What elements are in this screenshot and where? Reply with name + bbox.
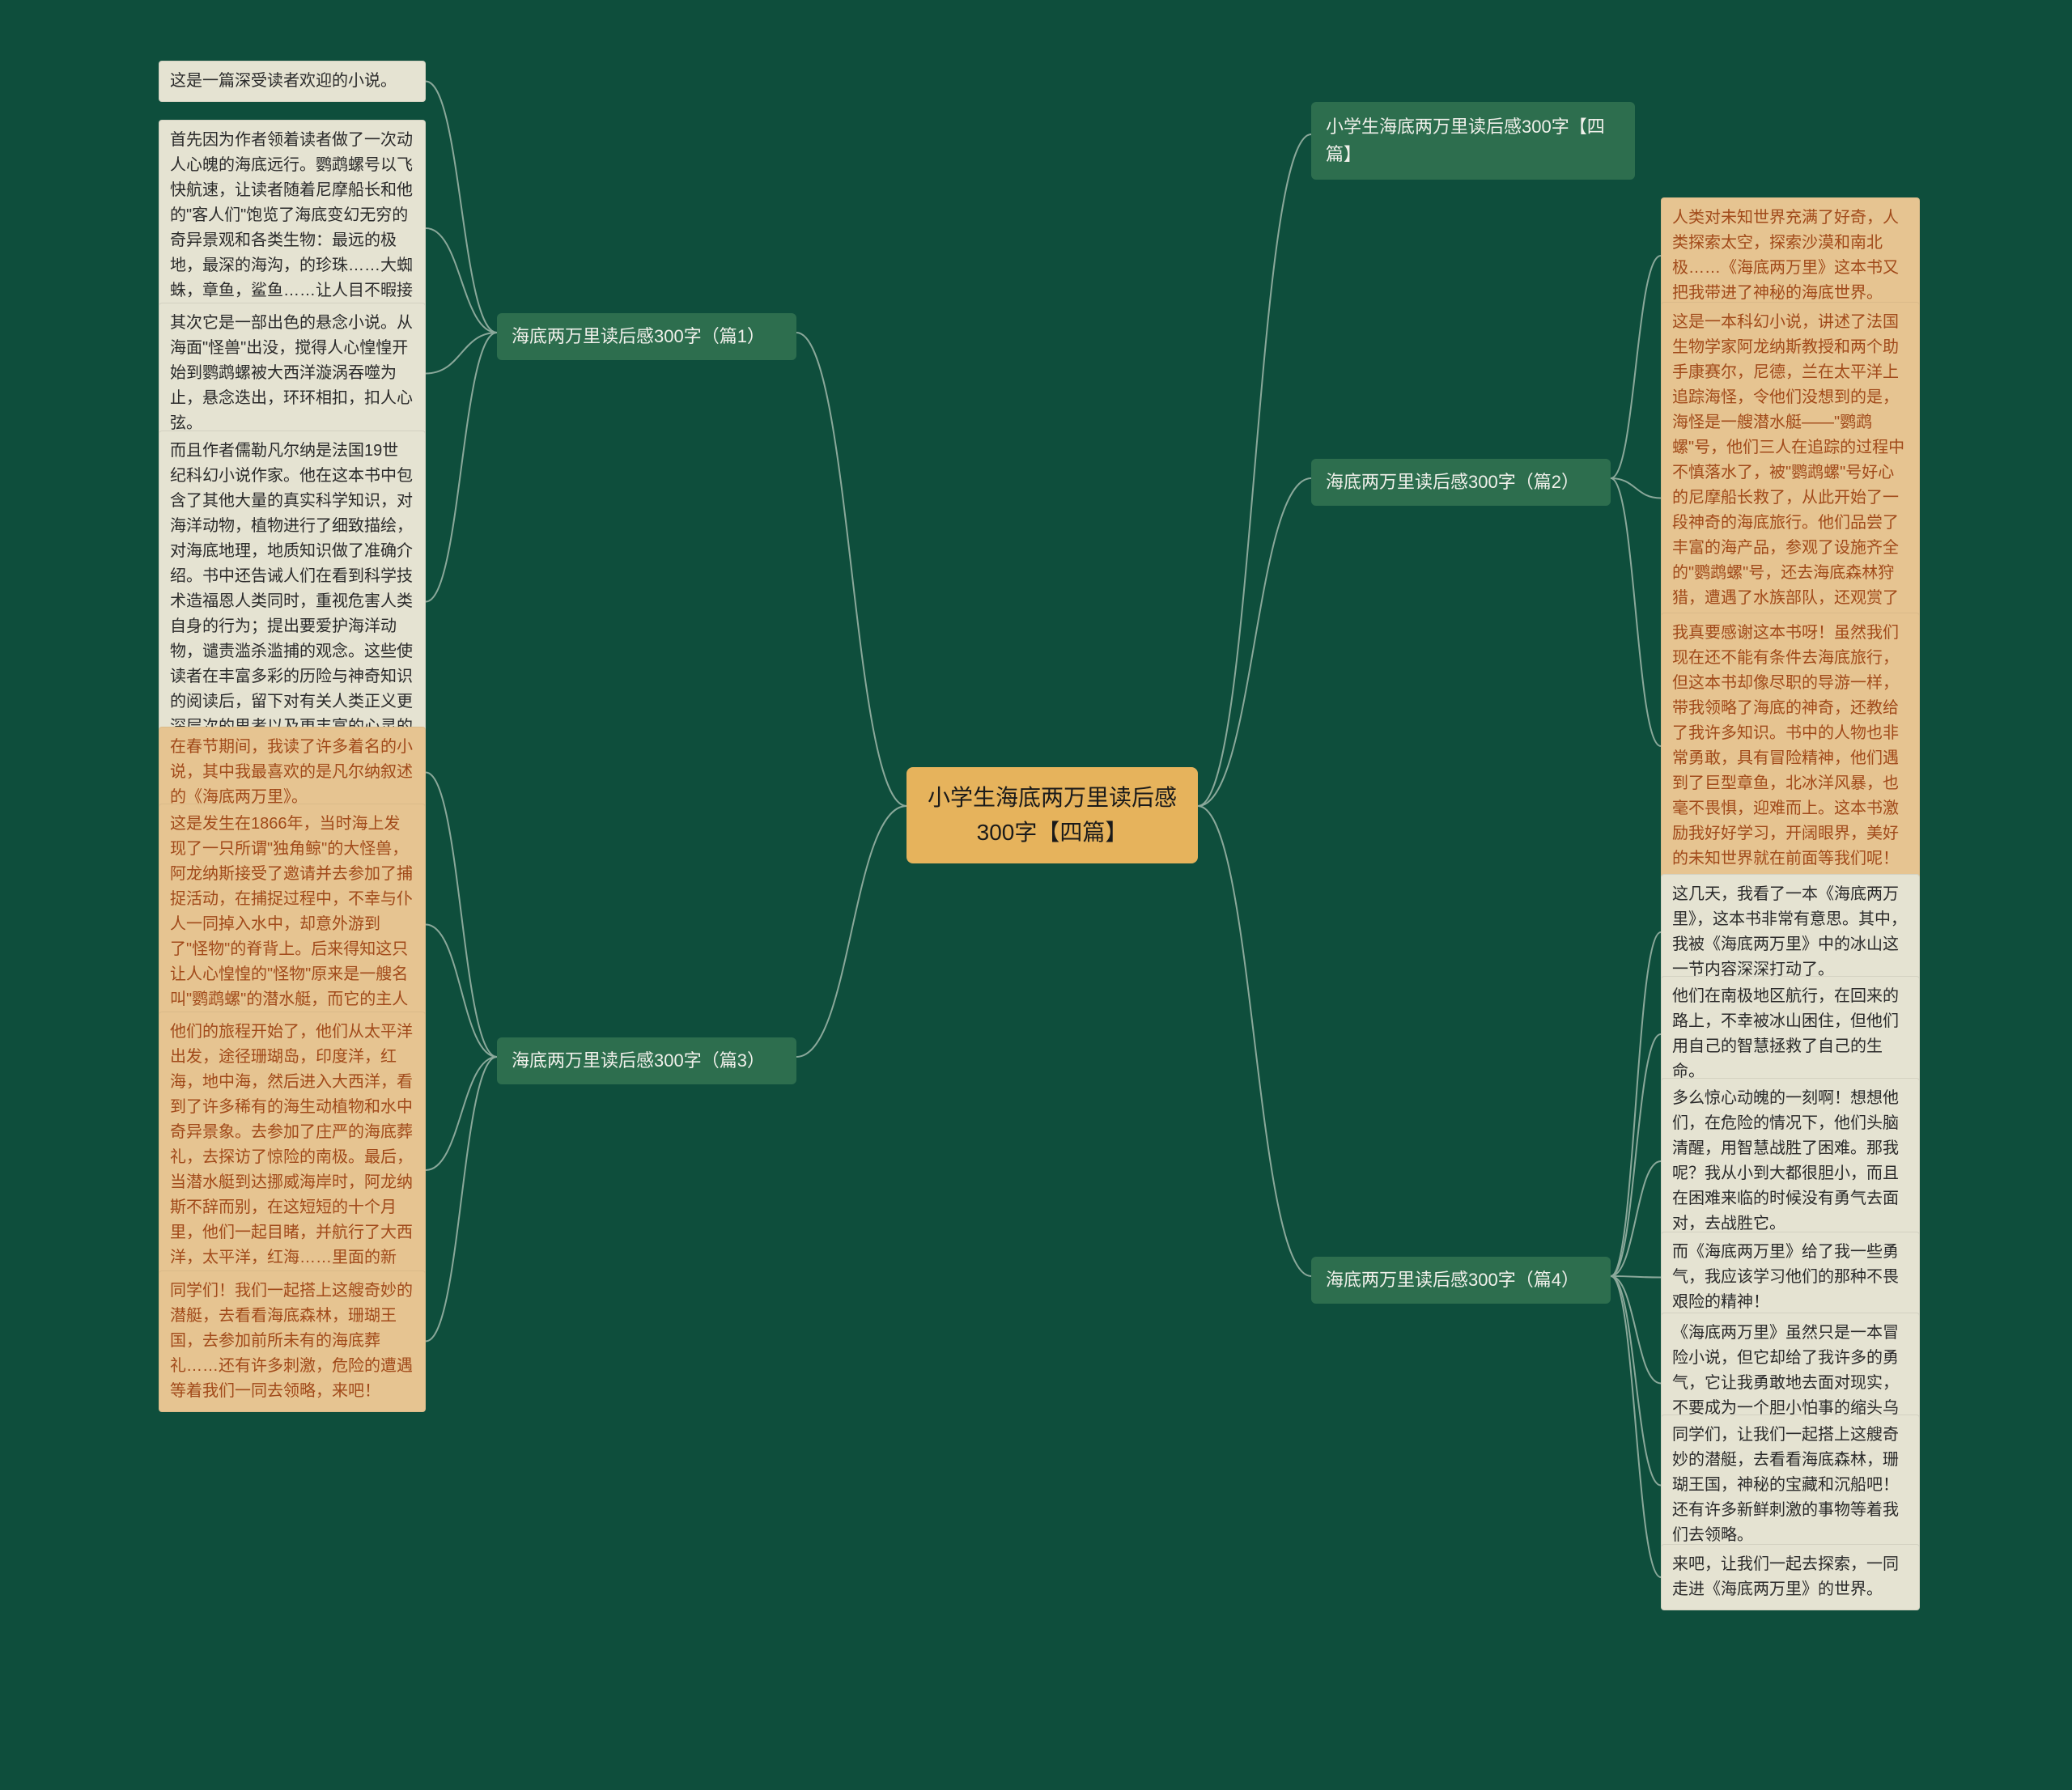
right-branch-1: 海底两万里读后感300字（篇4） xyxy=(1311,1257,1611,1304)
right-leaf-1-2: 多么惊心动魄的一刻啊！想想他们，在危险的情况下，他们头脑清醒，用智慧战胜了困难。… xyxy=(1661,1078,1920,1245)
left-leaf-1-1: 这是发生在1866年，当时海上发现了一只所谓"独角鲸"的大怪兽，阿龙纳斯接受了邀… xyxy=(159,804,426,1046)
right-branch-0: 海底两万里读后感300字（篇2） xyxy=(1311,459,1611,506)
right-leaf-0-0: 人类对未知世界充满了好奇，人类探索太空，探索沙漠和南北极……《海底两万里》这本书… xyxy=(1661,197,1920,314)
right-leaf-1-5: 同学们，让我们一起搭上这艘奇妙的潜艇，去看看海底森林，珊瑚王国，神秘的宝藏和沉船… xyxy=(1661,1415,1920,1556)
right-leaf-1-6: 来吧，让我们一起去探索，一同走进《海底两万里》的世界。 xyxy=(1661,1544,1920,1610)
left-branch-1: 海底两万里读后感300字（篇3） xyxy=(497,1037,796,1084)
right-leaf-1-1: 他们在南极地区航行，在回来的路上，不幸被冰山困住，但他们用自己的智慧拯救了自己的… xyxy=(1661,976,1920,1092)
left-leaf-0-2: 其次它是一部出色的悬念小说。从海面"怪兽"出没，搅得人心惶惶开始到鹦鹉螺被大西洋… xyxy=(159,303,426,444)
right-leaf-1-0: 这几天，我看了一本《海底两万里》，这本书非常有意思。其中，我被《海底两万里》中的… xyxy=(1661,874,1920,990)
left-branch-0: 海底两万里读后感300字（篇1） xyxy=(497,313,796,360)
right-leaf-0-2: 我真要感谢这本书呀！虽然我们现在还不能有条件去海底旅行，但这本书却像尽职的导游一… xyxy=(1661,613,1920,880)
right-title-node: 小学生海底两万里读后感300字【四篇】 xyxy=(1311,102,1635,180)
left-leaf-0-3: 而且作者儒勒凡尔纳是法国19世纪科幻小说作家。他在这本书中包含了其他大量的真实科… xyxy=(159,431,426,773)
root-node: 小学生海底两万里读后感300字【四篇】 xyxy=(906,767,1198,863)
left-leaf-1-3: 同学们！我们一起搭上这艘奇妙的潜艇，去看看海底森林，珊瑚王国，去参加前所未有的海… xyxy=(159,1270,426,1412)
right-leaf-1-3: 而《海底两万里》给了我一些勇气，我应该学习他们的那种不畏艰险的精神！ xyxy=(1661,1232,1920,1323)
left-leaf-0-0: 这是一篇深受读者欢迎的小说。 xyxy=(159,61,426,102)
